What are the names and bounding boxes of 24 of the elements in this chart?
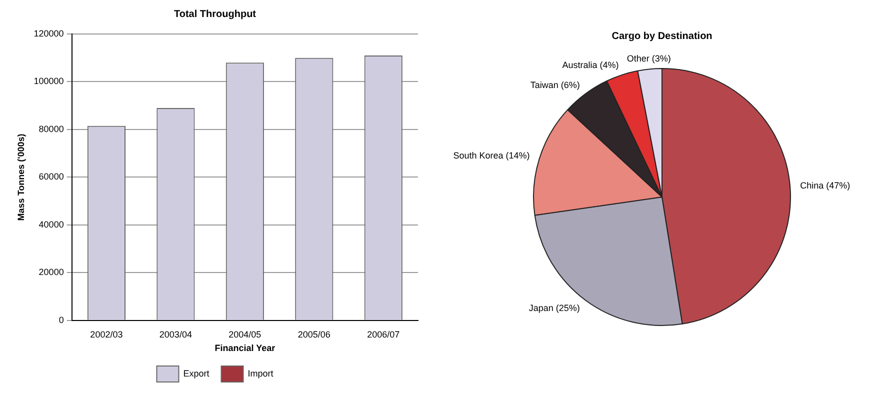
y-tick-label: 60000 xyxy=(38,172,64,182)
x-tick-label: 2002/03 xyxy=(90,329,123,340)
y-tick-label: 20000 xyxy=(38,267,64,278)
x-tick-label: 2006/07 xyxy=(367,329,400,340)
x-tick-label: 2005/06 xyxy=(298,329,330,340)
y-tick-label: 120000 xyxy=(34,28,64,38)
x-tick-label: 2004/05 xyxy=(228,329,262,340)
slice-label: China (47%) xyxy=(800,180,850,191)
y-tick-label: 0 xyxy=(58,314,64,325)
slice-label: Taiwan (6%) xyxy=(530,80,580,90)
chart-title: Total Throughput xyxy=(174,8,257,20)
y-tick-label: 40000 xyxy=(38,219,64,230)
slice-label: Australia (4%) xyxy=(562,60,619,70)
legend-label: Import xyxy=(248,368,274,378)
x-tick-label: 2003/04 xyxy=(159,329,192,340)
slice-label: South Korea (14%) xyxy=(453,150,530,160)
x-axis-title: Financial Year xyxy=(214,343,276,354)
y-tick-label: 80000 xyxy=(38,124,64,134)
slice-label: Japan (25%) xyxy=(528,303,580,314)
slice-label: Other (3%) xyxy=(626,54,671,64)
legend-label: Export xyxy=(183,368,210,378)
y-axis-title: Mass Tonnes ('000s) xyxy=(16,134,26,221)
chart-title: Cargo by Destination xyxy=(612,30,712,42)
y-tick-label: 100000 xyxy=(34,76,64,86)
